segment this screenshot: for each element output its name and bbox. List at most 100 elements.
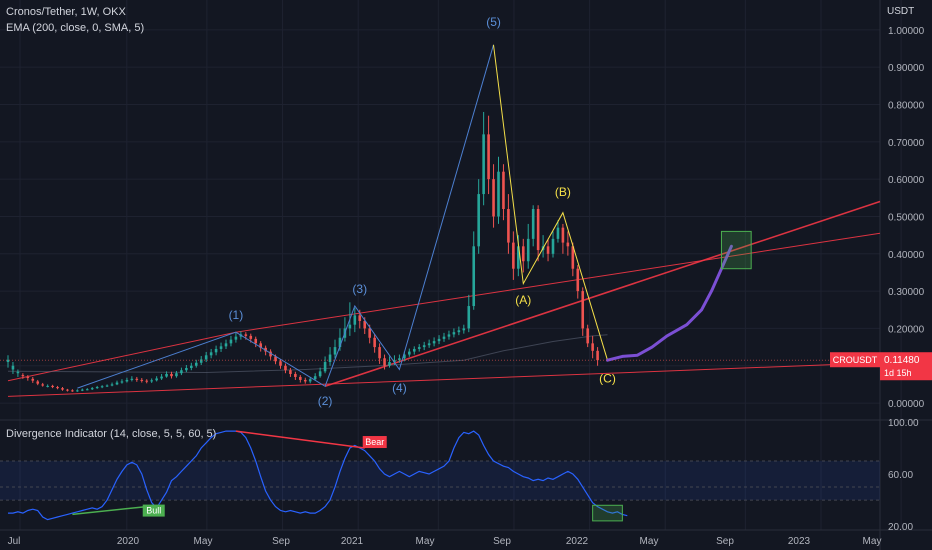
- candle-body: [408, 351, 411, 355]
- candle-body: [561, 227, 565, 243]
- candle-body: [571, 246, 575, 269]
- candle-body: [576, 268, 580, 292]
- candle-body: [199, 359, 203, 363]
- candle-body: [155, 378, 158, 381]
- candle-body: [308, 379, 312, 382]
- candle-body: [427, 343, 431, 346]
- x-tick-label: 2021: [341, 536, 364, 547]
- candle-body: [422, 345, 426, 348]
- candle-body: [110, 384, 114, 386]
- candle-body: [388, 362, 391, 366]
- candle-body: [170, 373, 173, 377]
- candle-body: [284, 365, 287, 371]
- candle-body: [303, 379, 307, 382]
- candle-body: [229, 339, 233, 344]
- candle-body: [556, 227, 560, 239]
- candle-body: [21, 375, 25, 377]
- price-tag-countdown: 1d 15h: [884, 368, 912, 378]
- trend-line: [324, 200, 881, 388]
- candle-body: [46, 385, 49, 387]
- wave-label: (5): [486, 15, 501, 29]
- wave-label: (B): [555, 185, 571, 199]
- x-tick-label: May: [640, 536, 659, 547]
- candle-body: [135, 378, 139, 380]
- candle-body: [66, 389, 69, 391]
- candle-body: [313, 376, 317, 380]
- candle-body: [348, 324, 352, 329]
- candle-body: [51, 385, 54, 388]
- candle-body: [338, 337, 342, 348]
- oscillator-line: [8, 430, 628, 521]
- candle-body: [546, 246, 550, 254]
- candle-body: [130, 378, 134, 380]
- candle-body: [81, 389, 84, 391]
- candle-body: [219, 346, 223, 349]
- candle-body: [175, 373, 178, 377]
- oscillator-tick-label: 100.00: [888, 418, 919, 429]
- candle-body: [507, 209, 510, 243]
- trend-line: [7, 362, 881, 397]
- x-tick-label: May: [416, 536, 435, 547]
- bull-tag-label: Bull: [146, 506, 161, 516]
- y-tick-label: 0.00000: [888, 399, 925, 410]
- candle-body: [71, 390, 74, 392]
- candle-body: [586, 328, 589, 344]
- x-tick-label: Sep: [493, 536, 511, 547]
- candle-body: [125, 379, 129, 382]
- candle-body: [185, 367, 188, 371]
- candle-body: [16, 371, 20, 374]
- wave-primary-line: [77, 44, 494, 389]
- candle-body: [209, 352, 213, 356]
- y-tick-label: 0.90000: [888, 63, 925, 74]
- price-axis: 1.00000 0.90000 0.80000 0.70000 0.60000 0.500…: [888, 26, 925, 410]
- bear-divergence-line: [235, 430, 365, 449]
- candle-body: [160, 376, 163, 379]
- y-tick-label: 0.80000: [888, 101, 925, 112]
- bear-tag-label: Bear: [365, 437, 384, 447]
- candle-body: [472, 246, 476, 307]
- candle-body: [269, 351, 272, 357]
- candle-body: [457, 330, 461, 333]
- candle-body: [90, 388, 94, 390]
- candle-body: [403, 354, 406, 359]
- candle-body: [447, 334, 451, 337]
- candle-body: [566, 242, 570, 247]
- x-tick-label: 2022: [566, 536, 589, 547]
- candle-body: [299, 376, 302, 380]
- candle-body: [26, 376, 30, 378]
- bear-tag: [362, 436, 387, 449]
- grid: [0, 0, 902, 530]
- x-tick-label: May: [863, 536, 882, 547]
- x-tick-label: Sep: [716, 536, 734, 547]
- candle-body: [56, 387, 59, 389]
- target-box: [720, 230, 752, 270]
- candle-body: [76, 390, 79, 392]
- y-tick-label: 0.30000: [888, 287, 925, 298]
- oscillator-tick-label: 20.00: [888, 522, 913, 533]
- wave-correction-line: [493, 44, 608, 361]
- candle-body: [294, 373, 297, 377]
- wave-label: (1): [229, 308, 244, 322]
- y-tick-label: 1.00000: [888, 26, 925, 37]
- candle-body: [482, 134, 485, 195]
- candle-body: [259, 343, 262, 348]
- candle-body: [353, 315, 357, 325]
- candle-body: [234, 336, 238, 340]
- candle-body: [432, 341, 436, 344]
- candle-body: [467, 306, 471, 329]
- candle-body: [100, 386, 104, 388]
- candle-body: [581, 291, 585, 329]
- price-tag: [880, 352, 932, 381]
- projection-path: [606, 244, 733, 362]
- symbol-title: Cronos/Tether, 1W, OKX: [6, 6, 126, 18]
- bull-divergence-line: [72, 505, 147, 516]
- candle-body: [526, 238, 530, 262]
- candle-body: [224, 343, 228, 347]
- candle-body: [328, 354, 332, 363]
- x-tick-label: May: [194, 536, 213, 547]
- candle-body: [492, 179, 495, 217]
- candle-body: [289, 370, 292, 374]
- oscillator-legend: Divergence Indicator (14, close, 5, 5, 6…: [6, 428, 217, 440]
- candle-body: [105, 385, 109, 387]
- candle-body: [11, 365, 15, 370]
